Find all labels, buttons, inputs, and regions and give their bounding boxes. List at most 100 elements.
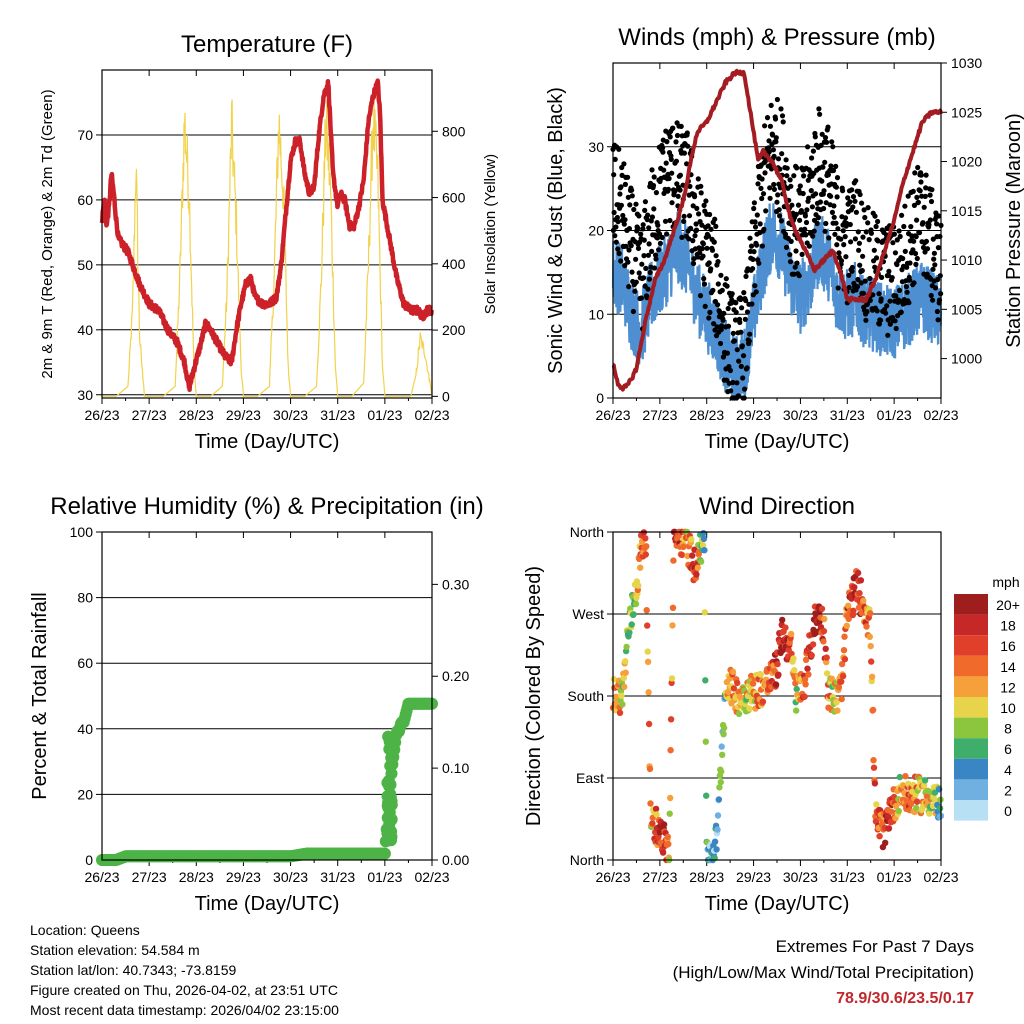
chart-title: Relative Humidity (%) & Precipitation (i… [50,493,483,520]
gust-point [616,146,622,152]
y-tick-label: South [567,688,604,704]
direction-point [659,849,667,856]
x-tick-label: 31/23 [320,407,355,423]
y2-tick-label: 0.00 [442,852,469,868]
gust-point [783,244,790,250]
x-tick-label: 30/23 [783,407,818,423]
gust-point [857,191,863,198]
gust-point [633,201,639,207]
gust-point [784,165,790,171]
gust-point [821,205,827,212]
direction-point [843,622,850,629]
gust-point [907,260,913,266]
chart-title: Winds (mph) & Pressure (mb) [618,24,935,51]
gust-point [659,234,665,241]
gust-point [775,192,781,198]
direction-point [680,543,687,551]
y-tick-label: North [570,852,604,868]
gust-point [667,217,673,224]
gust-point [806,195,812,201]
gust-point [914,194,920,200]
direction-point [703,792,710,799]
y2-tick-label: 0.30 [442,576,469,592]
direction-point [802,681,809,688]
y-tick-label: West [572,606,604,622]
gust-point [937,233,943,240]
gust-point [696,211,702,217]
gust-point [896,228,902,234]
gust-point [915,164,921,171]
gust-point [612,156,618,162]
gust-point [817,111,823,117]
gust-point [660,145,666,151]
gust-point [703,198,709,204]
direction-point [869,706,877,714]
gust-point [740,375,746,381]
gust-point [935,245,942,251]
gust-point [733,300,739,306]
gust-point [677,187,683,193]
gust-point [669,200,675,206]
gust-point [915,199,922,205]
x-tick-label: 26/23 [84,869,119,885]
y2-tick-label: 400 [442,256,466,272]
gust-point [766,149,772,155]
gust-point [930,266,936,272]
direction-point [669,604,677,611]
plot-frame [101,69,433,399]
gust-point [734,347,740,353]
gust-point [628,243,634,249]
direction-point [688,536,695,543]
gust-point [850,194,857,200]
direction-point [647,800,654,807]
gust-point [615,246,621,252]
gust-point [796,273,802,279]
y2-axis-label: Solar Insolation (Yellow) [482,154,499,314]
gust-point [831,203,837,209]
direction-point [694,564,701,571]
gust-point [679,234,685,240]
direction-point [666,810,673,817]
gust-point [717,340,724,347]
gust-point [822,135,829,141]
colorbar-label: 6 [1004,741,1012,757]
x-tick-label: 28/23 [179,407,214,423]
gust-point [816,106,822,112]
gust-point [811,228,817,234]
gust-point [914,255,920,262]
gust-point [613,239,619,245]
direction-point [632,600,640,608]
gust-point [707,309,713,315]
direction-point [665,840,672,848]
direction-point [885,825,893,832]
direction-point [628,621,635,628]
colorbar-swatch [954,635,988,656]
gust-point [698,183,704,189]
direction-point [820,627,828,635]
gust-point [742,316,748,322]
gust-point [910,247,916,253]
direction-point [642,535,649,542]
series-solar-insolation [102,99,433,397]
x-tick-label: 27/23 [642,407,677,423]
gust-point [704,245,710,251]
direction-point [669,622,676,629]
direction-point [620,674,627,682]
direction-point [902,773,909,780]
gust-point [862,214,868,221]
y2-tick-label: 0.10 [442,760,469,776]
gust-point [701,276,707,282]
plot-frame [612,531,942,861]
x-tick-label: 29/23 [736,869,771,885]
gust-point [846,272,852,278]
direction-point [715,796,723,803]
gust-point [835,285,841,291]
gust-point [732,338,738,344]
y2-tick-label: 0 [442,388,450,404]
gust-point [666,175,672,182]
direction-point [668,675,676,682]
gust-point [645,212,651,218]
colorbar-label: 10 [1000,700,1016,716]
gust-point [774,199,780,205]
gust-point [638,295,645,301]
